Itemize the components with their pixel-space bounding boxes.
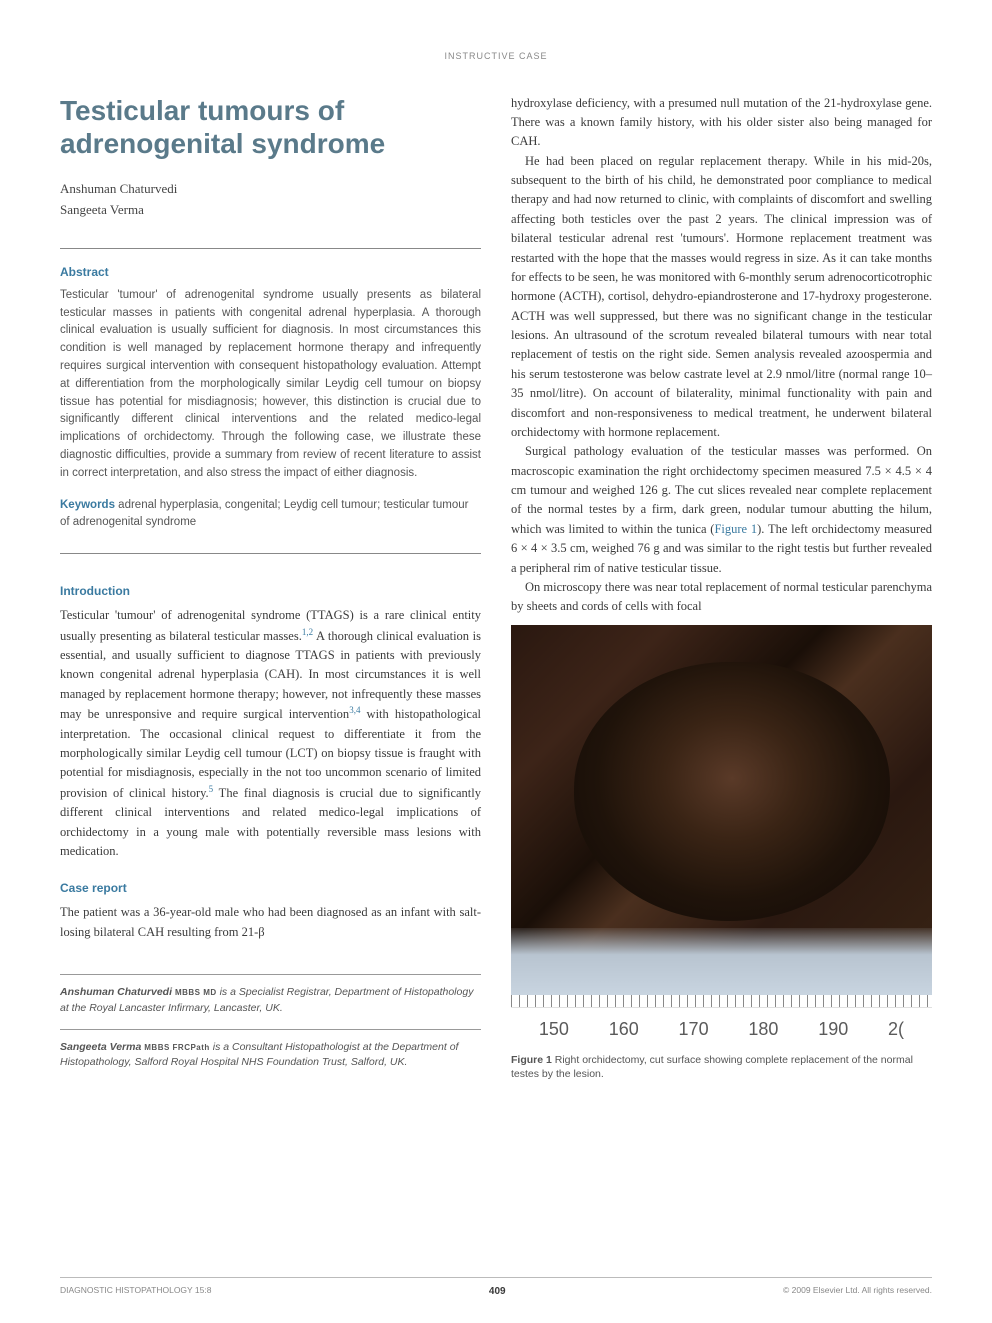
figure-ref-link[interactable]: Figure 1: [714, 522, 757, 536]
left-column: Testicular tumours of adrenogenital synd…: [60, 94, 481, 1084]
abstract-text: Testicular 'tumour' of adrenogenital syn…: [60, 287, 481, 483]
ruler-value: 190: [818, 1016, 848, 1043]
keywords-text: adrenal hyperplasia, congenital; Leydig …: [60, 499, 468, 528]
case-paragraph: On microscopy there was near total repla…: [511, 578, 932, 617]
divider: [60, 248, 481, 249]
case-paragraph: He had been placed on regular replacemen…: [511, 152, 932, 443]
bio-name: Sangeeta Verma: [60, 1041, 141, 1053]
case-heading: Case report: [60, 879, 481, 897]
author-name: Anshuman Chaturvedi: [60, 179, 481, 199]
intro-paragraph: Testicular 'tumour' of adrenogenital syn…: [60, 606, 481, 861]
bio-credentials: MBBS MD: [175, 988, 217, 997]
ruler-value: 150: [539, 1016, 569, 1043]
case-body-right: hydroxylase deficiency, with a presumed …: [511, 94, 932, 617]
ruler-value: 170: [679, 1016, 709, 1043]
citation-ref[interactable]: 1,2: [302, 627, 313, 637]
author-bio: Anshuman Chaturvedi MBBS MD is a Special…: [60, 974, 481, 1017]
ruler-value: 180: [748, 1016, 778, 1043]
case-paragraph: Surgical pathology evaluation of the tes…: [511, 442, 932, 578]
figure-caption: Figure 1 Right orchidectomy, cut surface…: [511, 1053, 932, 1082]
intro-heading: Introduction: [60, 582, 481, 600]
ruler-value: 2(: [888, 1016, 904, 1043]
page-number: 409: [489, 1284, 506, 1299]
keywords-block: Keywords adrenal hyperplasia, congenital…: [60, 497, 481, 532]
two-column-layout: Testicular tumours of adrenogenital synd…: [60, 94, 932, 1084]
author-bios: Anshuman Chaturvedi MBBS MD is a Special…: [60, 962, 481, 1071]
figure-caption-text: Right orchidectomy, cut surface showing …: [511, 1054, 913, 1081]
keywords-label: Keywords: [60, 499, 115, 511]
intro-body: Testicular 'tumour' of adrenogenital syn…: [60, 606, 481, 861]
footer-copyright: © 2009 Elsevier Ltd. All rights reserved…: [783, 1284, 932, 1299]
ruler-ticks: [511, 995, 932, 1007]
article-title: Testicular tumours of adrenogenital synd…: [60, 94, 481, 161]
right-column: hydroxylase deficiency, with a presumed …: [511, 94, 932, 1084]
citation-ref[interactable]: 3,4: [349, 705, 360, 715]
bio-credentials: MBBS FRCPath: [144, 1043, 210, 1052]
abstract-heading: Abstract: [60, 263, 481, 281]
case-paragraph: The patient was a 36-year-old male who h…: [60, 903, 481, 942]
section-header: INSTRUCTIVE CASE: [60, 50, 932, 64]
figure-number: Figure 1: [511, 1054, 552, 1066]
author-bio: Sangeeta Verma MBBS FRCPath is a Consult…: [60, 1029, 481, 1072]
ruler-value: 160: [609, 1016, 639, 1043]
divider: [60, 553, 481, 554]
author-list: Anshuman Chaturvedi Sangeeta Verma: [60, 179, 481, 220]
bio-name: Anshuman Chaturvedi: [60, 986, 172, 998]
figure-1: 150 160 170 180 190 2( Figure 1 Right or…: [511, 625, 932, 1082]
case-body-left: The patient was a 36-year-old male who h…: [60, 903, 481, 942]
figure-image: [511, 625, 932, 995]
ruler-scale: 150 160 170 180 190 2(: [511, 1007, 932, 1047]
author-name: Sangeeta Verma: [60, 200, 481, 220]
case-paragraph: hydroxylase deficiency, with a presumed …: [511, 94, 932, 152]
page-footer: DIAGNOSTIC HISTOPATHOLOGY 15:8 409 © 200…: [60, 1277, 932, 1299]
footer-journal: DIAGNOSTIC HISTOPATHOLOGY 15:8: [60, 1284, 211, 1299]
